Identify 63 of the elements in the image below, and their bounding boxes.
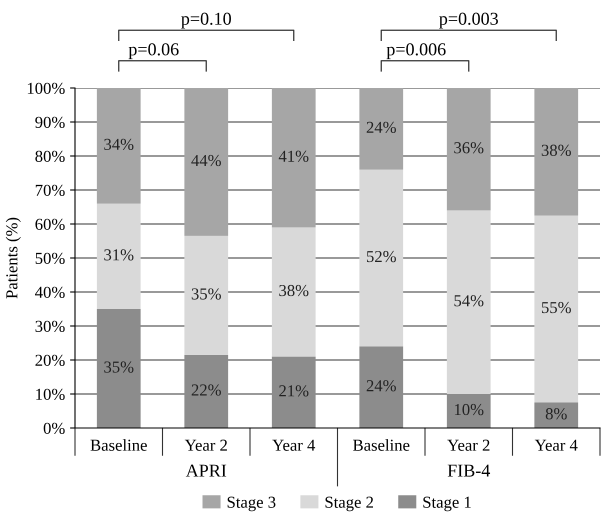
data-label: 44% <box>191 154 221 166</box>
y-tick-label: 80% <box>35 150 65 162</box>
data-label: 24% <box>366 122 396 134</box>
x-tick-label: Year 2 <box>447 440 490 451</box>
data-label: 21% <box>279 385 308 397</box>
x-tick-label: Year 2 <box>184 440 227 451</box>
text: APRI <box>186 464 226 477</box>
bar <box>359 170 404 346</box>
y-tick-label: 10% <box>36 388 65 400</box>
data-label: 31% <box>104 249 134 261</box>
y-tick-label: 0% <box>44 422 65 434</box>
x-tick-label: Year 4 <box>534 440 578 451</box>
data-label: 8% <box>546 408 567 420</box>
y-tick-label: 70% <box>36 184 65 196</box>
bar <box>184 236 228 355</box>
bar <box>96 88 141 204</box>
bar <box>184 354 228 428</box>
data-label: 24% <box>366 380 396 392</box>
bar <box>446 88 491 210</box>
text: p=0.006 <box>386 43 446 60</box>
bar <box>272 356 316 428</box>
data-label: 34% <box>104 138 134 150</box>
y-tick-label: 40% <box>35 286 65 298</box>
bar <box>359 346 404 428</box>
y-tick-label: 60% <box>35 218 65 230</box>
bar <box>534 402 578 428</box>
bar <box>184 88 228 236</box>
data-label: 35% <box>192 288 221 300</box>
text: p=0.06 <box>128 43 179 60</box>
data-label: 54% <box>454 295 484 306</box>
legend-label: Stage 2 <box>326 496 374 512</box>
text: p=0.003 <box>439 12 498 28</box>
legend-label: Stage 3 <box>228 496 276 512</box>
y-tick-label: 20% <box>35 354 65 366</box>
bar <box>96 309 141 428</box>
text: p=0.10 <box>181 12 231 28</box>
y-tick-label: 30% <box>36 320 65 332</box>
y-tick-label: 100% <box>28 82 65 94</box>
y-axis-title: Patients (%) <box>6 218 21 298</box>
data-label: 38% <box>542 144 571 156</box>
data-label: 52% <box>366 250 396 262</box>
y-tick-label: 90% <box>35 116 65 128</box>
legend-label: Stage 1 <box>423 496 471 512</box>
data-label: 41% <box>278 150 308 162</box>
bar <box>534 88 578 216</box>
x-tick-label: Baseline <box>353 439 410 451</box>
bar <box>96 204 141 309</box>
y-tick-label: 50% <box>36 252 65 264</box>
data-label: 35% <box>104 361 134 373</box>
bar <box>359 88 404 170</box>
bar <box>534 216 578 402</box>
x-tick-label: Baseline <box>90 439 147 451</box>
data-label: 55% <box>542 302 571 314</box>
data-label: 22% <box>192 384 221 396</box>
text: FIB-4 <box>448 464 490 477</box>
x-tick-label: Year 4 <box>272 440 316 451</box>
bar <box>446 394 491 428</box>
bar <box>446 210 491 394</box>
data-label: 38% <box>279 284 308 296</box>
data-label: 10% <box>454 404 484 416</box>
bar <box>272 88 316 228</box>
data-label: 36% <box>454 142 484 154</box>
bar <box>272 227 316 357</box>
